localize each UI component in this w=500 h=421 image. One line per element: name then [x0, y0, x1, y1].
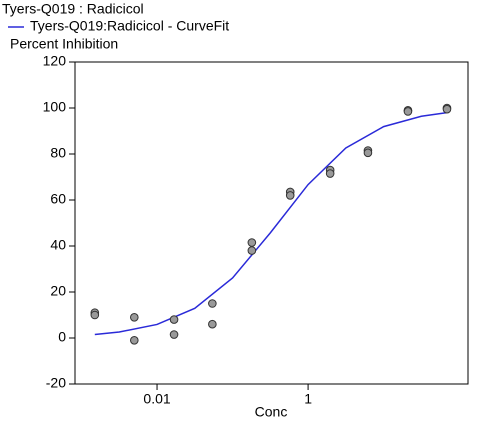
chart-title: Tyers-Q019 : Radicicol	[2, 1, 144, 17]
curve	[94, 111, 448, 336]
data-point	[442, 104, 452, 114]
legend-label: Tyers-Q019:Radicicol - CurveFit	[30, 18, 229, 34]
data-point	[169, 330, 179, 339]
x-axis-label: Conc	[255, 404, 288, 420]
data-point	[285, 191, 295, 200]
data-point	[363, 148, 373, 158]
data-point	[130, 336, 139, 345]
x-tick-label: 0.01	[143, 391, 170, 407]
y-tick-label: 0	[58, 329, 66, 345]
data-point	[130, 313, 139, 322]
y-tick-label: 80	[50, 145, 66, 161]
data-point	[208, 319, 217, 329]
x-tick-label: 1	[304, 391, 312, 407]
data-point	[247, 246, 257, 255]
y-tick-label: 20	[50, 283, 66, 299]
y-tick-label: 60	[50, 191, 66, 207]
data-point	[208, 299, 217, 308]
y-tick-label: -20	[46, 375, 66, 391]
y-tick-label: 120	[43, 53, 67, 69]
data-point	[90, 310, 100, 320]
y-tick-label: 40	[50, 237, 66, 253]
data-point	[247, 238, 257, 247]
plot-frame	[74, 61, 469, 385]
y-axis-label: Percent Inhibition	[10, 36, 118, 52]
data-point	[325, 169, 335, 178]
data-point	[403, 107, 413, 116]
data-point	[169, 315, 179, 324]
y-tick-label: 100	[43, 99, 67, 115]
